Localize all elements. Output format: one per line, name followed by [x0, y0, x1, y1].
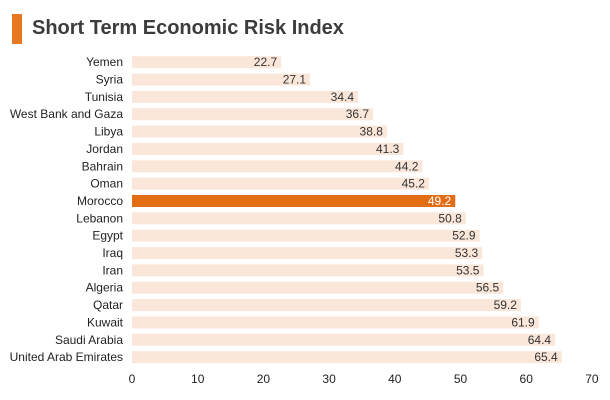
x-tick-label-50: 50 — [454, 372, 468, 386]
bar-iraq — [132, 247, 483, 260]
value-label-west-bank-and-gaza: 36.7 — [346, 107, 370, 121]
value-label-oman: 45.2 — [402, 177, 426, 191]
chart-title: Short Term Economic Risk Index — [32, 17, 344, 39]
category-label-oman: Oman — [90, 177, 123, 191]
bar-iran — [132, 264, 484, 277]
bar-bahrain — [132, 160, 423, 173]
value-label-lebanon: 50.8 — [438, 211, 462, 225]
bar-united-arab-emirates — [132, 351, 562, 364]
value-label-yemen: 22.7 — [254, 55, 278, 69]
x-tick-label-10: 10 — [191, 372, 205, 386]
value-label-united-arab-emirates: 65.4 — [534, 350, 558, 364]
bar-lebanon — [132, 212, 466, 225]
x-tick-label-40: 40 — [388, 372, 402, 386]
category-label-united-arab-emirates: United Arab Emirates — [10, 350, 123, 364]
category-label-saudi-arabia: Saudi Arabia — [55, 333, 123, 347]
category-label-morocco: Morocco — [77, 194, 123, 208]
x-tick-label-30: 30 — [322, 372, 336, 386]
bar-oman — [132, 177, 429, 190]
category-label-iraq: Iraq — [102, 246, 123, 260]
x-tick-label-0: 0 — [129, 372, 136, 386]
value-label-iraq: 53.3 — [455, 246, 479, 260]
category-label-lebanon: Lebanon — [76, 211, 123, 225]
value-label-qatar: 59.2 — [494, 298, 518, 312]
bar-libya — [132, 125, 387, 138]
bar-jordan — [132, 142, 404, 155]
x-tick-label-20: 20 — [257, 372, 271, 386]
category-label-tunisia: Tunisia — [85, 90, 124, 104]
value-label-saudi-arabia: 64.4 — [528, 333, 552, 347]
category-label-qatar: Qatar — [93, 298, 123, 312]
bar-saudi-arabia — [132, 333, 556, 346]
bar-algeria — [132, 281, 504, 294]
category-label-bahrain: Bahrain — [82, 159, 123, 173]
category-label-algeria: Algeria — [86, 281, 124, 295]
value-label-libya: 38.8 — [360, 125, 384, 139]
x-tick-label-60: 60 — [520, 372, 534, 386]
bar-syria — [132, 73, 311, 86]
value-label-tunisia: 34.4 — [331, 90, 355, 104]
bar-qatar — [132, 299, 521, 312]
category-label-libya: Libya — [94, 125, 123, 139]
category-label-egypt: Egypt — [92, 229, 123, 243]
category-label-syria: Syria — [96, 73, 124, 87]
title-accent-bar — [12, 14, 22, 44]
category-label-iran: Iran — [102, 263, 123, 277]
value-label-egypt: 52.9 — [452, 229, 476, 243]
value-label-bahrain: 44.2 — [395, 159, 419, 173]
bar-west-bank-and-gaza — [132, 108, 374, 121]
value-label-iran: 53.5 — [456, 263, 480, 277]
category-label-jordan: Jordan — [86, 142, 123, 156]
value-label-kuwait: 61.9 — [511, 315, 535, 329]
bar-yemen — [132, 56, 282, 69]
value-label-morocco: 49.2 — [428, 194, 452, 208]
bar-egypt — [132, 229, 480, 242]
value-label-jordan: 41.3 — [376, 142, 400, 156]
category-label-kuwait: Kuwait — [87, 315, 124, 329]
category-label-west-bank-and-gaza: West Bank and Gaza — [10, 107, 124, 121]
value-label-syria: 27.1 — [283, 73, 307, 87]
value-label-algeria: 56.5 — [476, 281, 500, 295]
bar-morocco — [132, 194, 456, 207]
x-tick-label-70: 70 — [585, 372, 599, 386]
category-label-yemen: Yemen — [86, 55, 123, 69]
bar-kuwait — [132, 316, 539, 329]
bar-tunisia — [132, 90, 359, 103]
